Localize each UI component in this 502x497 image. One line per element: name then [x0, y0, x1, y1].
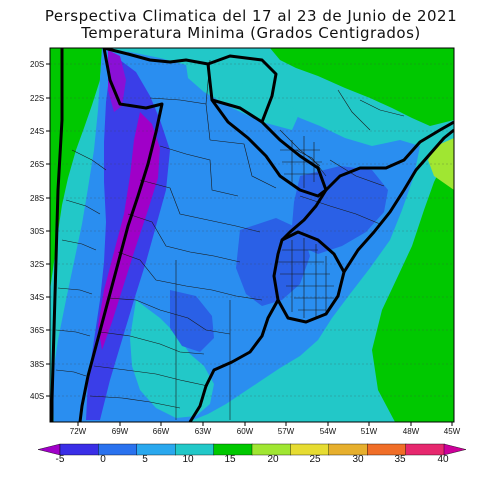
colorbar-labels: -5 0 5 10 15 20 25 30 35 40 — [56, 454, 449, 465]
colorbar-label: 30 — [352, 454, 364, 465]
lon-label: 60W — [237, 427, 254, 436]
lon-label: 69W — [112, 427, 129, 436]
colorbar — [37, 443, 467, 456]
graticule — [50, 63, 454, 397]
lat-axis: 20S 22S 24S 26S 28S 30S 32S 34S 36S 38S … — [30, 60, 50, 401]
map-subtitle: Temperatura Minima (Grados Centigrados) — [81, 24, 421, 42]
colorbar-label: 10 — [182, 454, 194, 465]
field-darkblue-bsas — [236, 218, 310, 306]
lat-label: 40S — [30, 392, 44, 401]
uruguay-departments — [278, 238, 334, 318]
colorbar-label: 0 — [100, 454, 106, 465]
lon-label: 45W — [444, 427, 461, 436]
lat-label: 38S — [30, 360, 44, 369]
lat-label: 36S — [30, 326, 44, 335]
field-teal-south — [130, 300, 214, 418]
country-borders — [50, 48, 454, 422]
colorbar-swatch — [443, 443, 467, 456]
map-title: Perspectiva Climatica del 17 al 23 de Ju… — [44, 7, 458, 25]
lon-label: 51W — [361, 427, 378, 436]
colorbar-label: 35 — [394, 454, 406, 465]
lon-label: 54W — [320, 427, 337, 436]
lat-label: 30S — [30, 227, 44, 236]
field-teal-chaco — [186, 64, 300, 130]
colorbar-label: -5 — [56, 454, 65, 465]
lon-axis: 72W 69W 66W 63W 60W 57W 54W 51W 48W 45W — [70, 422, 461, 436]
lat-label: 28S — [30, 194, 44, 203]
lon-label: 72W — [70, 427, 87, 436]
lon-label: 57W — [278, 427, 295, 436]
field-green-northeast — [270, 48, 454, 126]
field-green-east — [372, 148, 454, 422]
colorbar-label: 25 — [309, 454, 321, 465]
colorbar-swatch — [174, 443, 215, 456]
lat-label: 34S — [30, 293, 44, 302]
colorbar-label: 20 — [267, 454, 279, 465]
colorbar-swatch — [59, 443, 100, 456]
colorbar-label: 5 — [142, 454, 148, 465]
lat-label: 26S — [30, 160, 44, 169]
field-darkblue-uruguay — [292, 166, 388, 254]
paraguay-departments — [280, 136, 322, 188]
lat-label: 32S — [30, 260, 44, 269]
lon-label: 48W — [403, 427, 420, 436]
lat-label: 22S — [30, 94, 44, 103]
lat-label: 24S — [30, 127, 44, 136]
plot-frame — [49, 47, 455, 423]
lon-label: 63W — [195, 427, 212, 436]
colorbar-label: 40 — [437, 454, 449, 465]
colorbar-label: 15 — [224, 454, 236, 465]
lon-label: 66W — [153, 427, 170, 436]
field-purple-north — [108, 50, 126, 112]
lat-label: 20S — [30, 60, 44, 69]
province-borders — [55, 59, 405, 420]
